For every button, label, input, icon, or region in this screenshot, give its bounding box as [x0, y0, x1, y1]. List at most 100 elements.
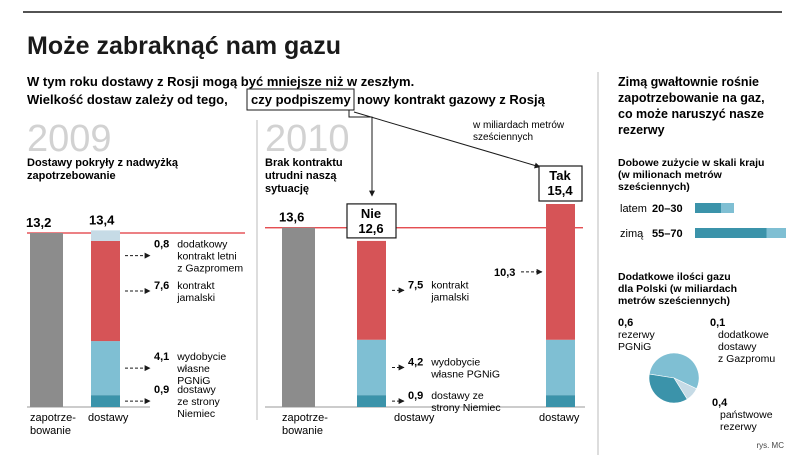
consumption-range-chart: latem 20–30 zimą 55–70	[620, 203, 786, 240]
label-2009-jamalski-value: 7,6	[154, 280, 169, 292]
label-2009-wydobycie-value: 4,1	[154, 351, 169, 363]
chart-2010: 13,6 zapotrze-bowanie 0,9 dostawy zestrony …	[265, 165, 585, 437]
bar-2010-tak-segment-wydobycie	[546, 339, 575, 396]
bar-2010-nie-segment-jamalski	[357, 240, 386, 340]
subtitle-line-1: W tym roku dostawy z Rosji mogą być mnie…	[27, 74, 414, 89]
caption-2010-line-2: utrudni naszą	[265, 170, 337, 182]
pie-slice-0	[648, 352, 700, 390]
consumption-title-line-3: sześciennych)	[618, 181, 690, 193]
scenario-box-tak	[538, 165, 583, 202]
xlabel-2009-supply: dostawy	[88, 412, 129, 424]
label-2009-wydobycie-text: własne	[176, 363, 210, 375]
total-2010-tak: 15,4	[547, 183, 573, 198]
label-2009-dodatkowy-text: z Gazpromem	[177, 263, 243, 275]
label-2010-nie-jamalski-text: jamalski	[430, 291, 469, 303]
total-2010-nie: 12,6	[358, 221, 383, 236]
range-row-label: zimą	[620, 228, 644, 240]
pie-label-value-2: 0,4	[712, 397, 728, 409]
pie-label-text-1: dostawy	[718, 341, 757, 353]
xlabel-2010-nie: dostawy	[394, 412, 435, 424]
range-bar-min	[695, 228, 767, 238]
total-2009-supply: 13,4	[89, 212, 115, 227]
range-row-value: 55–70	[652, 228, 683, 240]
unit-note-line-2: sześciennych	[473, 132, 533, 143]
bar-2010-nie-segment-wydobycie	[357, 339, 386, 396]
subtitle-prefix: Wielkość dostaw zależy od tego,	[27, 92, 228, 107]
xlabel-2010-tak: dostawy	[539, 412, 580, 424]
label-2009-wydobycie-text: wydobycie	[176, 351, 226, 363]
label-2009-jamalski-text: kontrakt	[177, 280, 214, 292]
scenario-label-nie: Nie	[361, 206, 381, 221]
bar-2010-demand-segment-demand	[282, 227, 315, 407]
credit: rys. MC	[756, 441, 784, 450]
pie-label-text-2: państwowe	[720, 409, 773, 421]
sidebar-heading-line-4: rezerwy	[618, 123, 665, 137]
caption-2009-line-2: zapotrzebowanie	[27, 170, 116, 182]
pie-title-line-1: Dodatkowe ilości gazu	[618, 271, 731, 283]
scenario-label-tak: Tak	[549, 168, 571, 183]
label-2009-jamalski-text: jamalski	[176, 292, 215, 304]
caption-2010-line-1: Brak kontraktu	[265, 157, 343, 169]
label-2010-nie-wydobycie-text: wydobycie	[430, 356, 480, 368]
consumption-title-line-2: (w milionach metrów	[618, 169, 723, 181]
subtitle-highlight: czy podpiszemy	[251, 92, 351, 107]
year-2010: 2010	[265, 118, 350, 160]
subtitle-suffix: nowy kontrakt gazowy z Rosją	[357, 92, 546, 107]
label-2009-dodatkowy-text: dodatkowy	[177, 239, 228, 251]
label-2009-niemcy-text: Niemiec	[177, 408, 215, 420]
bar-2010-tak-segment-jamalski	[546, 204, 575, 340]
label-2010-nie-niemcy-text: strony Niemiec	[431, 402, 500, 414]
range-bar-extent	[766, 228, 786, 238]
scenario-box-nie	[346, 203, 397, 239]
pie-title-line-3: metrów sześciennych)	[618, 295, 730, 307]
range-bar-extent	[721, 203, 734, 213]
sidebar-heading-line-3: co może naruszyć nasze	[618, 107, 764, 121]
label-2009-niemcy-text: ze strony	[177, 396, 220, 408]
bar-2009-demand-segment-demand	[30, 233, 63, 407]
pie-label-text-0: PGNiG	[618, 341, 651, 353]
caption-2010-line-3: sytuację	[265, 183, 309, 195]
xlabel-2010-demand: zapotrze-	[282, 412, 328, 424]
range-bar-min	[695, 203, 721, 213]
bar-2009-supply-segment-wydobycie	[91, 341, 120, 396]
highlight-box	[246, 88, 355, 111]
pie-label-value-0: 0,6	[618, 317, 633, 329]
pie-label-text-1: z Gazpromu	[718, 353, 775, 365]
bar-2009-supply-segment-jamalski	[91, 240, 120, 342]
unit-note-line-1: w miliardach metrów	[472, 120, 565, 131]
pie-label-text-1: dodatkowe	[718, 329, 769, 341]
bar-2010-nie-segment-niemcy	[357, 395, 386, 407]
label-2009-wydobycie-text: PGNiG	[177, 375, 210, 387]
label-2010-nie-niemcy-value: 0,9	[408, 390, 423, 402]
label-2009-niemcy-text: dostawy	[177, 384, 216, 396]
pie-slice-2	[648, 373, 688, 404]
arrow-to-tak	[353, 111, 541, 169]
label-2010-nie-wydobycie-value: 4,2	[408, 356, 423, 368]
subtitle-line-2: Wielkość dostaw zależy od tego, czy podp…	[27, 92, 546, 107]
bar-2009-supply-segment-dodatkowy	[91, 230, 120, 241]
range-row-label: latem	[620, 203, 647, 215]
label-2010-nie-wydobycie-text: własne PGNiG	[430, 368, 500, 380]
label-2009-dodatkowy-value: 0,8	[154, 239, 169, 251]
bar-2010-tak-segment-niemcy	[546, 395, 575, 407]
arrow-to-nie	[348, 110, 375, 197]
year-2009: 2009	[27, 118, 112, 160]
total-2010-demand: 13,6	[279, 210, 304, 225]
consumption-title-line-1: Dobowe zużycie w skali kraju	[618, 157, 764, 169]
label-2010-nie-jamalski-value: 7,5	[408, 279, 423, 291]
pie-title-line-2: dla Polski (w miliardach	[618, 283, 737, 295]
label-2010-nie-jamalski-text: kontrakt	[431, 279, 468, 291]
pie-label-text-0: rezerwy	[618, 329, 656, 341]
label-2010-tak-jamalski-value: 10,3	[494, 267, 515, 279]
total-2009-demand: 13,2	[26, 215, 51, 230]
label-2009-niemcy-value: 0,9	[154, 384, 169, 396]
label-2010-nie-niemcy-text: dostawy ze	[431, 390, 484, 402]
label-2009-dodatkowy-text: kontrakt letni	[177, 251, 237, 263]
xlabel-2009-demand: bowanie	[30, 425, 71, 437]
sidebar-heading-line-2: zapotrzebowanie na gaz,	[618, 91, 765, 105]
pie-label-text-2: rezerwy	[720, 421, 758, 433]
bar-2009-supply-segment-niemcy	[91, 395, 120, 407]
